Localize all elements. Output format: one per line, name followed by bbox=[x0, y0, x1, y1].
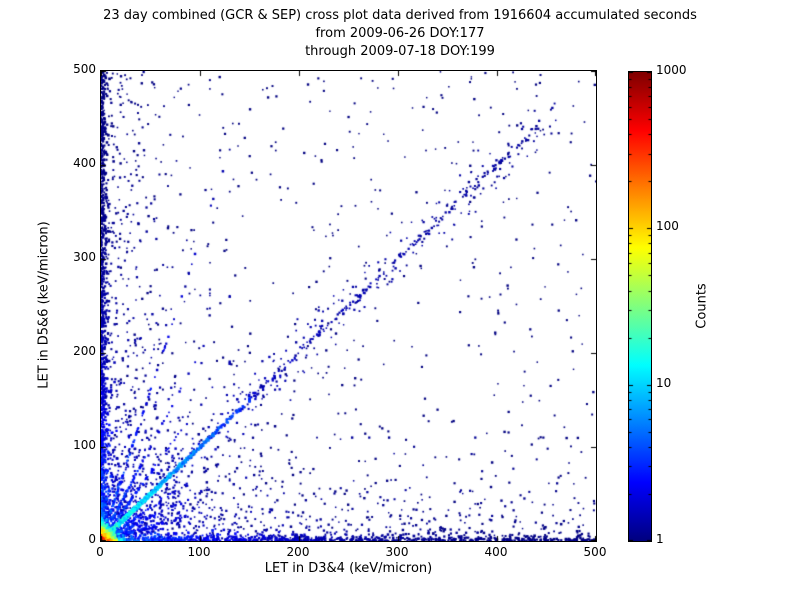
scatter-canvas bbox=[101, 71, 596, 541]
colorbar-tick-label: 1000 bbox=[656, 63, 687, 77]
x-tick-label: 100 bbox=[187, 545, 211, 559]
x-tick-label: 300 bbox=[385, 545, 409, 559]
y-tick-label: 200 bbox=[73, 344, 96, 358]
plot-area bbox=[100, 70, 597, 542]
colorbar-gradient bbox=[629, 72, 651, 541]
chart-subtitle-from: from 2009-06-26 DOY:177 bbox=[315, 26, 485, 41]
x-tick-label: 400 bbox=[484, 545, 508, 559]
x-tick-label: 500 bbox=[583, 545, 607, 559]
colorbar-tick-label: 10 bbox=[656, 376, 672, 390]
x-axis-label: LET in D3&4 (keV/micron) bbox=[264, 561, 433, 576]
chart-subtitle-through: through 2009-07-18 DOY:199 bbox=[305, 44, 495, 59]
y-tick-label: 0 bbox=[88, 532, 96, 546]
y-tick-label: 500 bbox=[73, 62, 96, 76]
x-tick-label: 200 bbox=[286, 545, 310, 559]
x-tick-label: 0 bbox=[96, 545, 104, 559]
y-tick-label: 100 bbox=[73, 438, 96, 452]
chart-title: 23 day combined (GCR & SEP) cross plot d… bbox=[103, 8, 697, 23]
colorbar-tick-label: 1 bbox=[656, 532, 664, 546]
y-tick-label: 400 bbox=[73, 156, 96, 170]
y-axis-label: LET in D5&6 (keV/micron) bbox=[36, 221, 52, 389]
colorbar-label: Counts bbox=[694, 283, 710, 329]
y-tick-label: 300 bbox=[73, 250, 96, 264]
colorbar-tick-label: 100 bbox=[656, 219, 679, 233]
colorbar bbox=[628, 71, 652, 542]
